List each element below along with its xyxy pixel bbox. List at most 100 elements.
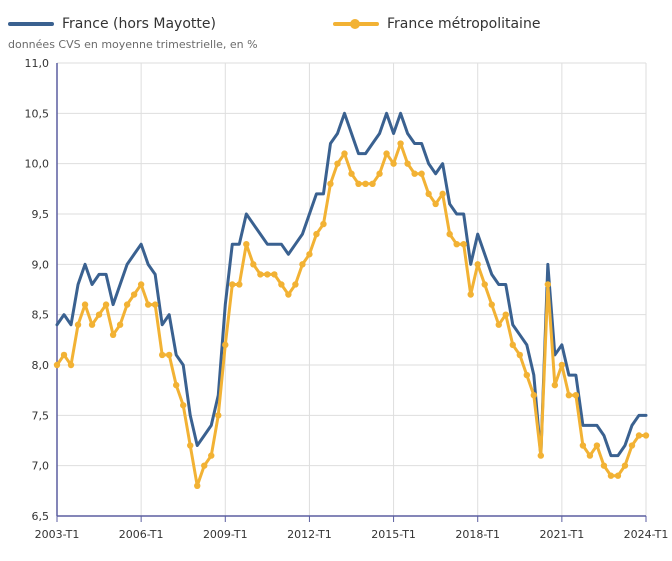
data-point-france-metropolitaine: [264, 271, 271, 278]
y-tick-label: 7,5: [32, 409, 50, 422]
data-point-france-metropolitaine: [362, 180, 369, 187]
data-point-france-metropolitaine: [151, 301, 159, 308]
data-point-france-metropolitaine: [278, 281, 285, 288]
data-point-france-metropolitaine: [390, 160, 397, 167]
data-point-france-metropolitaine: [95, 311, 103, 318]
y-tick-label: 11,0: [25, 57, 50, 70]
data-point-france-metropolitaine: [530, 392, 538, 399]
data-point-france-metropolitaine: [474, 261, 481, 268]
x-tick-label: 2012-T1: [287, 528, 332, 541]
data-point-france-metropolitaine: [593, 442, 601, 449]
data-point-france-metropolitaine: [614, 472, 622, 479]
y-tick-label: 8,5: [32, 309, 50, 322]
legend-label-france-metropolitaine: France métropolitaine: [387, 16, 541, 32]
data-point-france-metropolitaine: [509, 341, 516, 349]
x-tick-label: 2003-T1: [35, 528, 80, 541]
data-point-france-metropolitaine: [376, 170, 383, 177]
data-point-france-metropolitaine: [194, 482, 201, 489]
data-point-france-metropolitaine: [551, 381, 559, 389]
data-point-france-metropolitaine: [628, 442, 636, 449]
data-point-france-metropolitaine: [537, 452, 545, 459]
data-point-france-metropolitaine: [327, 180, 334, 187]
data-point-france-metropolitaine: [488, 301, 495, 308]
data-point-france-metropolitaine: [292, 281, 299, 288]
data-point-france-metropolitaine: [229, 281, 236, 288]
data-point-france-metropolitaine: [481, 281, 488, 288]
data-point-france-metropolitaine: [586, 452, 594, 459]
data-point-france-metropolitaine: [222, 341, 229, 349]
data-point-france-metropolitaine: [495, 321, 502, 328]
data-point-france-metropolitaine: [130, 291, 138, 298]
data-point-france-metropolitaine: [341, 150, 348, 157]
legend-item-france-metropolitaine[interactable]: France métropolitaine: [333, 14, 540, 34]
x-tick-label: 2018-T1: [455, 528, 500, 541]
data-point-france-metropolitaine: [348, 170, 355, 177]
y-tick-label: 8,0: [32, 359, 50, 372]
data-point-france-metropolitaine: [502, 311, 509, 318]
data-point-france-metropolitaine: [320, 220, 327, 228]
data-point-france-metropolitaine: [306, 251, 313, 258]
y-tick-label: 6,5: [32, 510, 50, 523]
data-point-france-metropolitaine: [187, 442, 194, 449]
data-point-france-metropolitaine: [123, 301, 131, 308]
legend-label-france-hors-mayotte: France (hors Mayotte): [62, 16, 216, 32]
data-point-france-metropolitaine: [355, 180, 362, 187]
data-point-france-metropolitaine: [544, 281, 552, 288]
data-point-france-metropolitaine: [572, 392, 580, 399]
data-point-france-metropolitaine: [313, 230, 320, 238]
x-tick-label: 2006-T1: [119, 528, 164, 541]
legend-marker-swatch: [350, 19, 360, 29]
data-point-france-metropolitaine: [411, 170, 418, 177]
data-point-france-metropolitaine: [285, 291, 292, 298]
data-point-france-metropolitaine: [383, 150, 390, 157]
legend-swatch-france-hors-mayotte: [8, 16, 54, 32]
data-point-france-metropolitaine: [81, 301, 89, 308]
legend-line-swatch: [8, 22, 54, 26]
data-point-france-metropolitaine: [257, 271, 264, 278]
data-point-france-metropolitaine: [467, 291, 474, 298]
data-point-france-metropolitaine: [404, 160, 411, 167]
data-point-france-metropolitaine: [579, 442, 587, 449]
data-point-france-metropolitaine: [250, 261, 257, 268]
data-point-france-metropolitaine: [201, 462, 208, 469]
data-point-france-metropolitaine: [158, 351, 166, 359]
data-point-france-metropolitaine: [453, 241, 460, 248]
data-point-france-metropolitaine: [418, 170, 425, 177]
x-tick-label: 2015-T1: [371, 528, 416, 541]
legend-item-france-hors-mayotte[interactable]: France (hors Mayotte): [8, 14, 216, 34]
data-point-france-metropolitaine: [369, 180, 376, 187]
data-point-france-metropolitaine: [271, 271, 278, 278]
data-point-france-metropolitaine: [53, 361, 61, 369]
data-point-france-metropolitaine: [621, 462, 629, 469]
data-point-france-metropolitaine: [439, 190, 446, 198]
x-tick-label: 2024-T1: [624, 528, 669, 541]
data-point-france-metropolitaine: [88, 321, 96, 328]
data-point-france-metropolitaine: [102, 301, 110, 308]
data-point-france-metropolitaine: [208, 452, 215, 459]
series-line-france-hors-mayotte: [55, 111, 648, 458]
data-point-france-metropolitaine: [165, 351, 173, 359]
y-tick-label: 9,0: [32, 258, 50, 271]
data-point-france-metropolitaine: [74, 321, 82, 328]
y-tick-label: 10,0: [25, 158, 50, 171]
data-point-france-metropolitaine: [516, 351, 523, 359]
data-point-france-metropolitaine: [243, 241, 250, 248]
data-point-france-metropolitaine: [607, 472, 615, 479]
data-point-france-metropolitaine: [173, 381, 180, 389]
data-point-france-metropolitaine: [137, 281, 145, 288]
data-point-france-metropolitaine: [565, 392, 573, 399]
y-tick-label: 7,0: [32, 460, 50, 473]
data-point-france-metropolitaine: [116, 321, 124, 328]
data-point-france-metropolitaine: [397, 140, 404, 147]
data-point-france-metropolitaine: [180, 402, 187, 409]
data-point-france-metropolitaine: [425, 190, 432, 198]
data-point-france-metropolitaine: [600, 462, 608, 469]
data-point-france-metropolitaine: [299, 261, 306, 268]
data-point-france-metropolitaine: [558, 361, 566, 369]
data-point-france-metropolitaine: [460, 241, 467, 248]
y-tick-label: 9,5: [32, 208, 50, 221]
data-point-france-metropolitaine: [635, 432, 643, 439]
data-point-france-metropolitaine: [144, 301, 152, 308]
data-point-france-metropolitaine: [642, 432, 650, 439]
